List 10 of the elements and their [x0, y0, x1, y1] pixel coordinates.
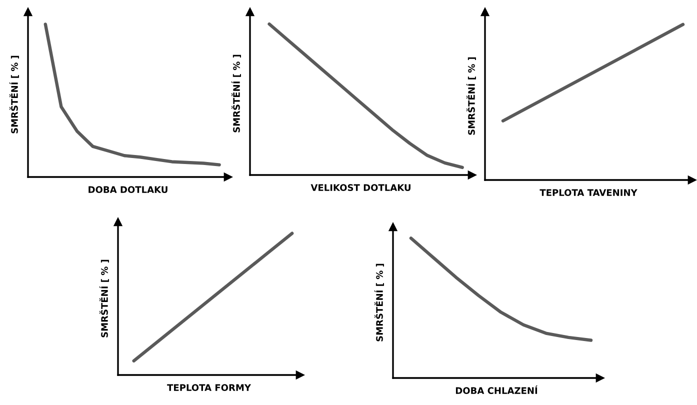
y-axis-title: SMRŠTĚNÍ [ % ] — [9, 56, 19, 134]
y-axis-title: SMRŠTĚNÍ [ % ] — [374, 264, 384, 342]
x-axis-title: DOBA DOTLAKU — [88, 186, 168, 194]
y-axis-title: SMRŠTĚNÍ [ % ] — [99, 260, 109, 338]
x-axis-title: TEPLOTA TAVENINY — [540, 189, 638, 196]
y-axis-title: SMRŠTĚNÍ [ % ] — [231, 54, 241, 132]
x-axis-title: DOBA CHLAZENÍ — [456, 386, 538, 394]
x-axis-title: VELIKOST DOTLAKU — [310, 184, 410, 192]
y-axis-title: SMRŠTĚNÍ [ % ] — [466, 57, 476, 135]
x-axis-title: TEPLOTA FORMY — [167, 384, 252, 392]
